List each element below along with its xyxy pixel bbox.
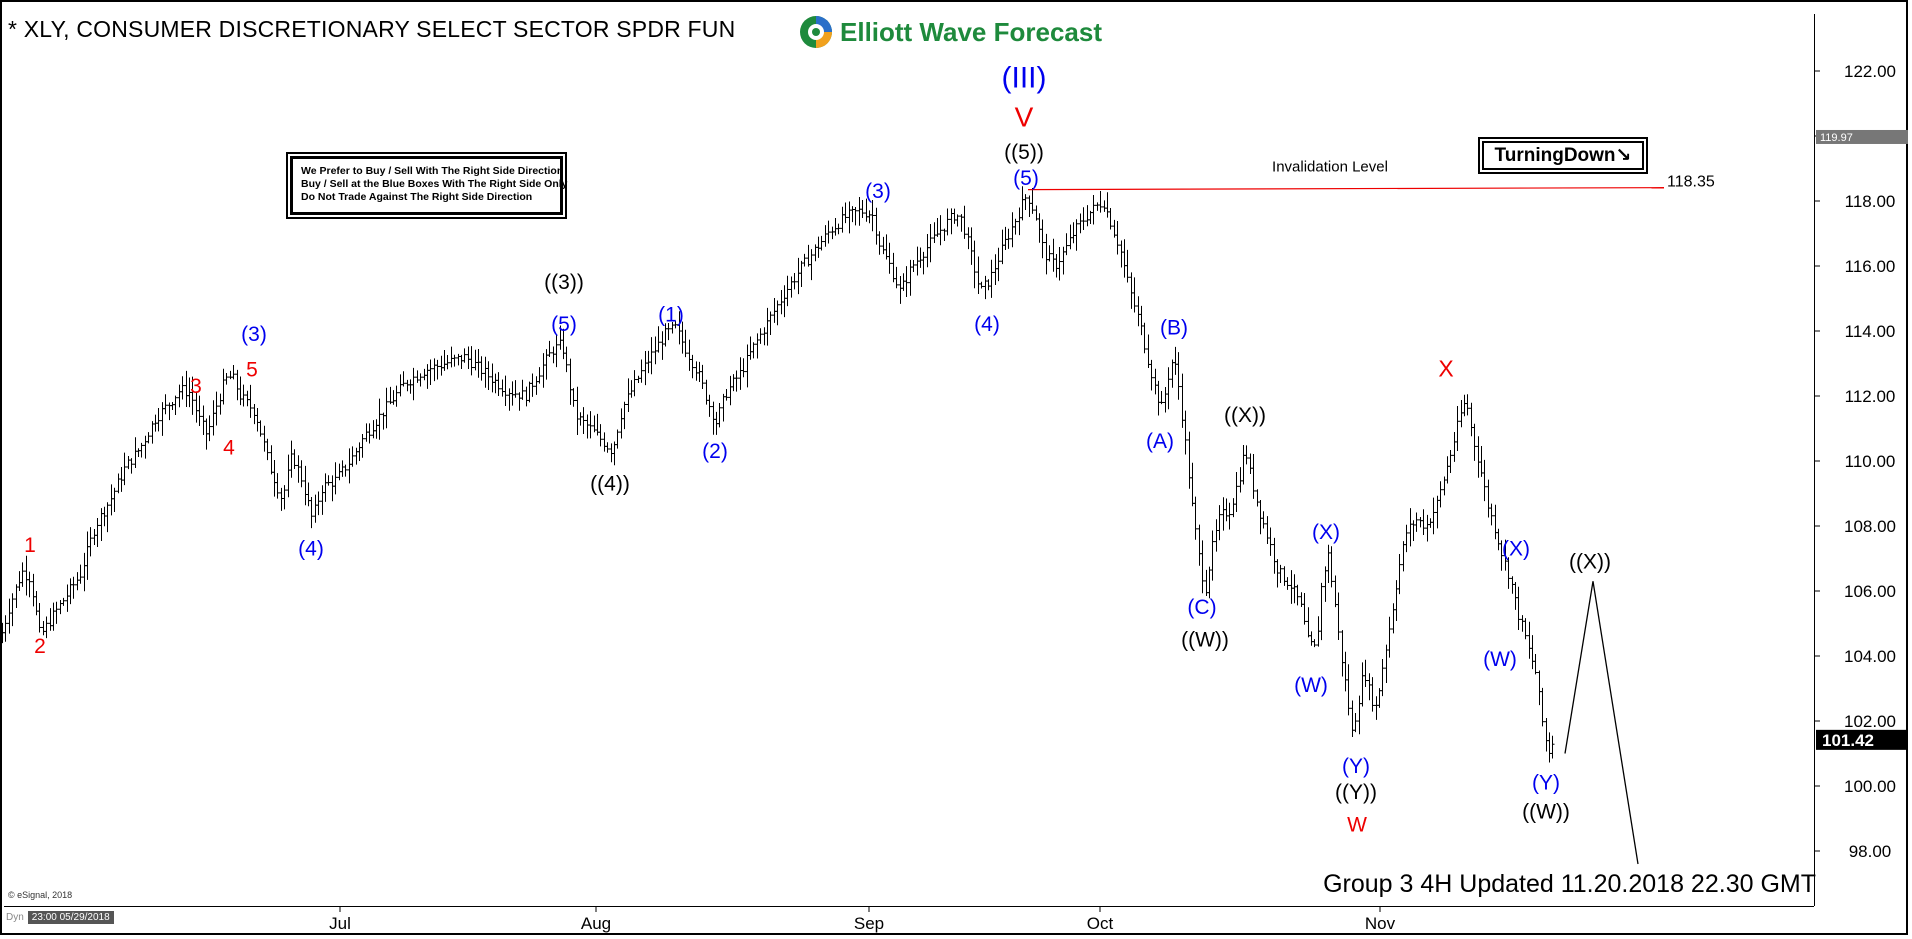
x-tick-label: Nov <box>1365 914 1396 933</box>
wave-label: (3) <box>241 323 267 346</box>
logo: Elliott Wave Forecast <box>798 14 1102 50</box>
x-tick-label: Jul <box>329 914 351 933</box>
note-box: We Prefer to Buy / Sell With The Right S… <box>290 156 568 215</box>
date-flag: 23:00 05/29/2018 <box>27 911 114 924</box>
wave-label: ((5)) <box>1004 141 1044 164</box>
y-tick-label: 108.00 <box>1844 517 1896 536</box>
wave-label: (W) <box>1294 674 1328 697</box>
wave-label: (2) <box>702 440 728 463</box>
wave-label: (4) <box>974 313 1000 336</box>
wave-label: ((Y)) <box>1335 781 1377 804</box>
wave-label: (W) <box>1483 648 1517 671</box>
invalidation-value: 118.35 <box>1667 174 1715 191</box>
y-tick-label: 122.00 <box>1844 62 1896 81</box>
chart-title: * XLY, CONSUMER DISCRETIONARY SELECT SEC… <box>8 16 736 42</box>
invalidation-label: Invalidation Level <box>1272 159 1388 176</box>
y-tick-label: 116.00 <box>1845 257 1896 276</box>
bottom-bar: Dyn 23:00 05/29/2018 <box>6 911 114 924</box>
updated-text: Group 3 4H Updated 11.20.2018 22.30 GMT <box>1323 870 1816 898</box>
last-price-label: 101.42 <box>1822 731 1874 750</box>
projection-line <box>1564 581 1639 865</box>
wave-label: ((4)) <box>590 472 630 495</box>
y-tick-label: 114.00 <box>1845 322 1896 341</box>
wave-label: (A) <box>1146 430 1174 453</box>
invalidation-line <box>1027 187 1665 191</box>
wave-label: ((X)) <box>1224 404 1266 427</box>
wave-label: ((W)) <box>1522 801 1570 824</box>
wave-label: X <box>1438 356 1453 382</box>
wave-label: (B) <box>1160 316 1188 339</box>
wave-label: V <box>1015 101 1034 132</box>
note-line-2: Buy / Sell at the Blue Boxes With The Ri… <box>301 178 568 190</box>
wave-label: (5) <box>551 313 577 336</box>
wave-label: (Y) <box>1532 771 1560 794</box>
y-tick-label: 106.00 <box>1844 582 1896 601</box>
last-price-marker <box>1816 729 1908 750</box>
wave-label: (Y) <box>1342 755 1370 778</box>
x-tick-label: Sep <box>854 914 884 933</box>
wave-label: W <box>1347 814 1367 837</box>
axes: 122.00120.00118.00116.00114.00112.00110.… <box>4 14 1908 933</box>
wave-label: (X) <box>1502 537 1530 560</box>
wave-label: (3) <box>865 180 891 203</box>
wave-label: 4 <box>223 437 235 460</box>
wave-label: 2 <box>34 635 46 658</box>
wave-label: ((W)) <box>1181 628 1229 651</box>
bottom-bar-label: Dyn <box>6 912 24 923</box>
ohlc-bars <box>0 186 1555 763</box>
turning-down-badge: TurningDown↘ <box>1482 141 1644 170</box>
note-line-1: We Prefer to Buy / Sell With The Right S… <box>301 165 564 177</box>
y-tick-label: 110.00 <box>1845 452 1896 471</box>
copyright: © eSignal, 2018 <box>8 890 73 900</box>
x-tick-label: Aug <box>581 914 611 933</box>
wave-label: 1 <box>24 534 36 557</box>
y-tick-label: 100.00 <box>1844 777 1896 796</box>
wave-label: (5) <box>1013 167 1039 190</box>
note-line-3: Do Not Trade Against The Right Side Dire… <box>301 191 533 203</box>
wave-labels: (III) V ((5)) (5) (3) (4) (1) (2) ((3)) (5) ((4)) (… <box>24 61 1611 836</box>
wave-label: (C) <box>1187 596 1216 619</box>
y-tick-label: 102.00 <box>1844 712 1896 731</box>
wave-label: ((3)) <box>544 271 584 294</box>
y-tick-label: 118.00 <box>1845 192 1896 211</box>
y-tick-label: 112.00 <box>1845 387 1896 406</box>
wave-label: (III) <box>1002 61 1047 94</box>
wave-label: 3 <box>190 375 202 398</box>
y-tick-label: 98.00 <box>1849 842 1892 861</box>
projection-path: Invalidation Level 118.35 <box>1027 159 1715 865</box>
wave-label: ((X)) <box>1569 550 1611 573</box>
logo-icon <box>800 16 832 48</box>
wave-label: 5 <box>246 359 258 382</box>
prev-price-marker <box>1816 129 1908 144</box>
x-tick-label: Oct <box>1087 914 1114 933</box>
prev-price-label: 119.97 <box>1820 132 1853 144</box>
wave-label: (1) <box>658 303 684 326</box>
y-tick-label: 104.00 <box>1844 647 1896 666</box>
wave-label: (4) <box>298 537 324 560</box>
logo-text: Elliott Wave Forecast <box>840 16 1102 47</box>
wave-label: (X) <box>1312 521 1340 544</box>
